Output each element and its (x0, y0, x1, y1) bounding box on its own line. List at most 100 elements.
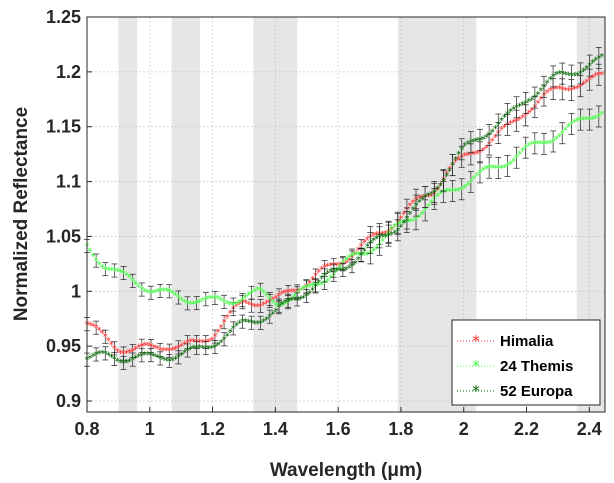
data-point: * (121, 268, 126, 279)
data-point: * (91, 322, 96, 333)
data-point: * (554, 135, 559, 146)
data-point: * (490, 163, 495, 174)
data-point: * (103, 265, 108, 276)
data-point: * (161, 286, 166, 297)
data-point: * (273, 301, 278, 312)
data-point: * (164, 346, 169, 357)
data-point: * (538, 95, 543, 106)
data-point: * (520, 146, 525, 157)
data-point: * (554, 84, 559, 95)
data-point: * (478, 135, 483, 146)
x-tick-label: 1.8 (388, 419, 413, 439)
data-point: * (438, 189, 443, 200)
data-point: * (499, 116, 504, 127)
data-point: * (487, 131, 492, 142)
data-point: * (395, 226, 400, 237)
data-point: * (587, 115, 592, 126)
data-point: * (581, 67, 586, 78)
data-point: * (383, 232, 388, 243)
data-point: * (508, 119, 513, 130)
data-point: * (484, 143, 489, 154)
data-point: * (429, 198, 434, 209)
data-point: * (234, 302, 239, 313)
data-point: * (444, 187, 449, 198)
data-point: * (365, 250, 370, 261)
data-point: * (273, 306, 278, 317)
data-point: * (374, 230, 379, 241)
data-point: * (237, 319, 242, 330)
data-point: * (450, 187, 455, 198)
data-point: * (118, 358, 123, 369)
data-point: * (145, 350, 150, 361)
data-point: * (319, 265, 324, 276)
data-point: * (191, 299, 196, 310)
data-point: * (465, 180, 470, 191)
data-point: * (331, 266, 336, 277)
data-point: * (328, 267, 333, 278)
data-point: * (347, 256, 352, 267)
data-point: * (563, 125, 568, 136)
data-point: * (130, 355, 135, 366)
data-point: * (115, 357, 120, 368)
data-point: * (100, 348, 105, 359)
data-point: * (493, 163, 498, 174)
y-axis-label: Normalized Reflectance (11, 107, 32, 321)
data-point: * (526, 141, 531, 152)
data-point: * (276, 291, 281, 302)
data-point: * (520, 100, 525, 111)
data-point: * (155, 287, 160, 298)
data-point: * (200, 296, 205, 307)
data-point: * (560, 69, 565, 80)
data-point: * (133, 280, 138, 291)
data-point: * (365, 242, 370, 253)
data-point: * (228, 300, 233, 311)
data-point: * (551, 72, 556, 83)
data-point: * (161, 355, 166, 366)
data-point: * (593, 114, 598, 125)
data-point: * (502, 112, 507, 123)
data-point: * (423, 206, 428, 217)
data-point: * (91, 352, 96, 363)
data-point: * (310, 281, 315, 292)
data-point: * (523, 98, 528, 109)
data-point: * (456, 150, 461, 161)
data-point: * (182, 348, 187, 359)
data-point: * (118, 349, 123, 360)
x-tick-label: 1.2 (200, 419, 225, 439)
data-point: * (209, 335, 214, 346)
data-point: * (566, 71, 571, 82)
data-point: * (581, 80, 586, 91)
data-point: * (575, 84, 580, 95)
data-point: * (261, 288, 266, 299)
data-point: * (401, 210, 406, 221)
data-point: * (590, 115, 595, 126)
data-point: * (225, 299, 230, 310)
data-point: * (447, 166, 452, 177)
data-point: * (319, 274, 324, 285)
data-point: * (575, 70, 580, 81)
data-point: * (545, 139, 550, 150)
data-point: * (88, 320, 93, 331)
data-point: * (478, 148, 483, 159)
data-point: * (535, 90, 540, 101)
data-point: * (377, 233, 382, 244)
data-point: * (176, 343, 181, 354)
legend-label: 24 Themis (500, 358, 573, 375)
data-point: * (109, 340, 114, 351)
data-point: * (127, 273, 132, 284)
data-point: * (496, 163, 501, 174)
data-point: * (468, 150, 473, 161)
data-point: * (298, 286, 303, 297)
data-point: * (340, 265, 345, 276)
data-point: * (347, 264, 352, 275)
data-point: * (420, 195, 425, 206)
data-point: * (283, 288, 288, 299)
data-point: * (161, 346, 166, 357)
data-point: * (112, 355, 117, 366)
data-point: * (179, 351, 184, 362)
data-point: * (279, 300, 284, 311)
y-axis-ticks: 0.9 0.95 1 1.05 1.1 1.15 1.2 1.25 (46, 7, 92, 411)
data-point: * (142, 350, 147, 361)
data-point: * (225, 331, 230, 342)
